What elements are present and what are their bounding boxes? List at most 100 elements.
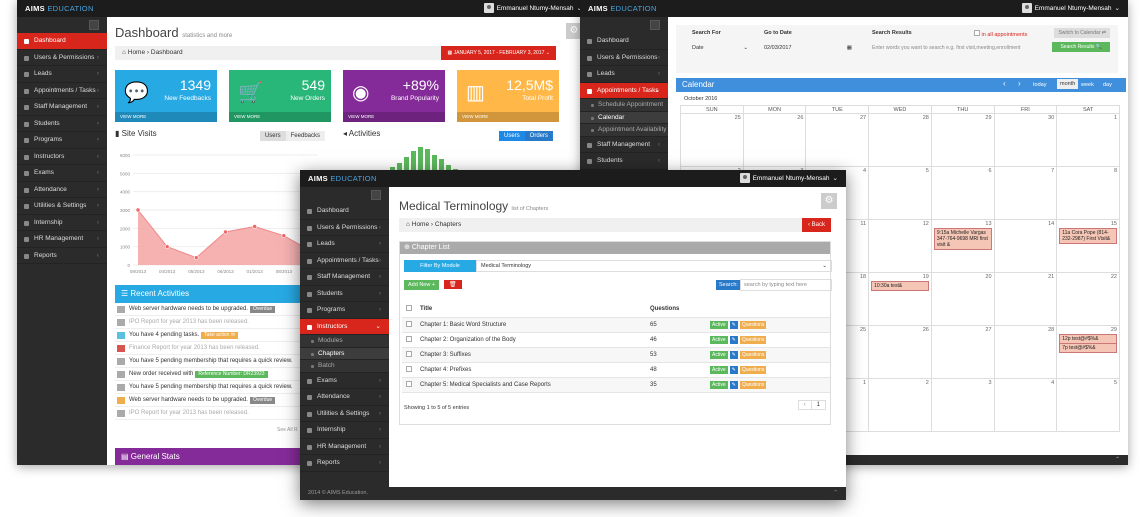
table-row[interactable]: Chapter 2: Organization of the Body 46 Act… (402, 332, 830, 348)
sidebar-item-staff-management[interactable]: Staff Management (300, 269, 389, 286)
view-week[interactable]: week (1081, 82, 1094, 88)
prev-icon[interactable]: ‹ (1003, 79, 1006, 88)
breadcrumb-home[interactable]: Home (127, 49, 146, 56)
prev-page-icon[interactable]: ‹ (803, 402, 806, 408)
list-item[interactable]: Web server hardware needs to be upgraded… (115, 394, 305, 407)
calendar-day[interactable]: 1 (1056, 113, 1120, 167)
tab-feedbacks[interactable]: Feedbacks (285, 131, 325, 141)
calendar-day[interactable]: 28 (993, 325, 1058, 379)
sidebar-item-attendance[interactable]: Attendance (300, 389, 389, 406)
add-new-button[interactable]: Add New + (404, 280, 440, 290)
calendar-day[interactable]: 25 (680, 113, 744, 167)
calendar-day[interactable]: 3 (930, 378, 995, 432)
search-input[interactable]: Enter words you want to search e.g. firs… (872, 45, 1021, 51)
column-questions[interactable]: Questions (646, 302, 706, 318)
sidebar-item-users-permissions[interactable]: Users & Permissions (17, 50, 107, 66)
view-more-link[interactable]: VIEW MORE (115, 112, 217, 122)
row-checkbox[interactable] (406, 365, 412, 372)
sidebar-toggle[interactable] (580, 17, 668, 33)
date-range-picker[interactable]: ▦ JANUARY 5, 2017 - FEBRUARY 3, 2017 ⌄ (441, 46, 556, 60)
date-input[interactable]: 02/03/2017 ▦ (764, 45, 852, 51)
see-all-link[interactable]: See All R (277, 427, 298, 433)
back-button[interactable]: ‹ Back (801, 218, 831, 232)
questions-button[interactable]: Questions (739, 365, 767, 374)
module-select[interactable]: Medical Terminology ⌄ (476, 260, 832, 272)
sidebar-item-exams[interactable]: Exams (17, 165, 107, 182)
active-badge[interactable]: Active (710, 335, 728, 344)
calendar-day[interactable]: 5 (868, 166, 932, 220)
sidebar-item-appointments-tasks[interactable]: Appointments / Tasks (300, 253, 389, 269)
calendar-day[interactable]: 26 (742, 113, 807, 167)
sidebar-item-staff-management[interactable]: Staff Management (580, 137, 668, 153)
calendar-day[interactable]: 27 (930, 325, 995, 379)
list-item[interactable]: You have 5 pending membership that requi… (115, 381, 305, 394)
calendar-day[interactable]: 15 11a Cora Pope (814-232-2987) First Vis… (1056, 219, 1120, 273)
list-item[interactable]: You have 4 pending tasks. Take action ✉ (115, 329, 305, 342)
calendar-day[interactable]: 13 9:15a Michelle Vargas 347-764-9698 MRI… (930, 219, 995, 273)
sidebar-item-reports[interactable]: Reports (300, 455, 389, 472)
active-badge[interactable]: Active (710, 320, 728, 329)
calendar-day[interactable]: 12 (868, 219, 932, 273)
calendar-event[interactable]: 9:15a Michelle Vargas 347-764-9698 MRI f… (933, 228, 992, 250)
search-input[interactable]: search by typing text here (740, 279, 832, 291)
list-item[interactable]: IPO Report for year 2013 has been releas… (115, 407, 305, 420)
calendar-day[interactable]: 20 (930, 272, 995, 326)
list-item[interactable]: New order received with Reference Number:… (115, 368, 305, 381)
active-badge[interactable]: Active (710, 350, 728, 359)
sidebar-item-programs[interactable]: Programs (17, 132, 107, 149)
sidebar-item-programs[interactable]: Programs (300, 302, 389, 319)
brand-logo[interactable]: AIMS EDUCATION (308, 174, 377, 183)
edit-icon[interactable]: ✎ (729, 320, 738, 329)
view-more-link[interactable]: VIEW MORE (457, 112, 559, 122)
brand-logo[interactable]: AIMS EDUCATION (588, 4, 657, 13)
stat-tile-new-orders[interactable]: 🛒 549 New Orders VIEW MORE (229, 70, 331, 122)
calendar-day[interactable]: 28 (868, 113, 932, 167)
checkbox[interactable] (406, 305, 412, 312)
calendar-day[interactable]: 14 (993, 219, 1058, 273)
tab-users[interactable]: Users (259, 131, 286, 141)
calendar-event[interactable]: 11a Cora Pope (814-232-2987) First Visit… (1059, 228, 1117, 244)
switch-calendar-button[interactable]: Switch to Calendar ⇄ (1054, 28, 1110, 38)
sidebar-item-modules[interactable]: Modules (300, 335, 389, 348)
calendar-day[interactable]: 8 (1056, 166, 1120, 220)
scroll-top-icon[interactable]: ⌃ (1114, 457, 1120, 463)
sidebar-item-users-permissions[interactable]: Users & Permissions (580, 50, 668, 66)
view-more-link[interactable]: VIEW MORE (343, 112, 445, 122)
tab-orders[interactable]: Orders (524, 131, 553, 141)
calendar-day[interactable]: 30 (993, 113, 1058, 167)
sidebar-item-students[interactable]: Students (300, 286, 389, 302)
calendar-event[interactable]: 10:30a test& (871, 281, 929, 291)
questions-button[interactable]: Questions (739, 380, 767, 389)
sidebar-item-leads[interactable]: Leads (17, 66, 107, 83)
calendar-day[interactable]: 26 (868, 325, 932, 379)
questions-button[interactable]: Questions (739, 320, 767, 329)
calendar-day[interactable]: 7 (993, 166, 1058, 220)
calendar-day[interactable]: 6 (930, 166, 995, 220)
calendar-event[interactable]: 7p test@#$%& (1059, 343, 1117, 353)
next-icon[interactable]: › (1018, 79, 1021, 88)
calendar-day[interactable]: 21 (993, 272, 1058, 326)
all-appointments-checkbox[interactable]: in all appointments (974, 30, 1027, 38)
sidebar-toggle[interactable] (300, 187, 389, 203)
sidebar-item-internship[interactable]: Internship (300, 422, 389, 439)
row-checkbox[interactable] (406, 320, 412, 327)
user-menu[interactable]: Emmanuel Ntumy-Mensah⌄ (483, 3, 582, 13)
calendar-day[interactable]: 4 (993, 378, 1058, 432)
row-checkbox[interactable] (406, 380, 412, 387)
stat-tile-new-feedbacks[interactable]: 💬 1349 New Feedbacks VIEW MORE (115, 70, 217, 122)
table-row[interactable]: Chapter 1: Basic Word Structure 65 Active ✎… (402, 317, 830, 333)
sidebar-item-instructors[interactable]: Instructors (300, 318, 389, 335)
view-month[interactable]: month (1057, 79, 1079, 89)
breadcrumb-home[interactable]: Home (411, 221, 430, 228)
sidebar-toggle[interactable] (17, 17, 107, 33)
sidebar-item-students[interactable]: Students (17, 116, 107, 132)
sidebar-item-staff-management[interactable]: Staff Management (17, 99, 107, 116)
sidebar-item-dashboard[interactable]: Dashboard (580, 33, 668, 50)
gear-icon[interactable]: ⚙ (821, 193, 837, 209)
active-badge[interactable]: Active (710, 380, 728, 389)
delete-icon[interactable]: 🗑 (444, 280, 462, 289)
row-checkbox[interactable] (406, 335, 412, 342)
brand-logo[interactable]: AIMS EDUCATION (25, 4, 94, 13)
sidebar-item-hr-management[interactable]: HR Management (17, 231, 107, 248)
sidebar-item-appointment-availability[interactable]: Appointment Availability (580, 124, 668, 137)
